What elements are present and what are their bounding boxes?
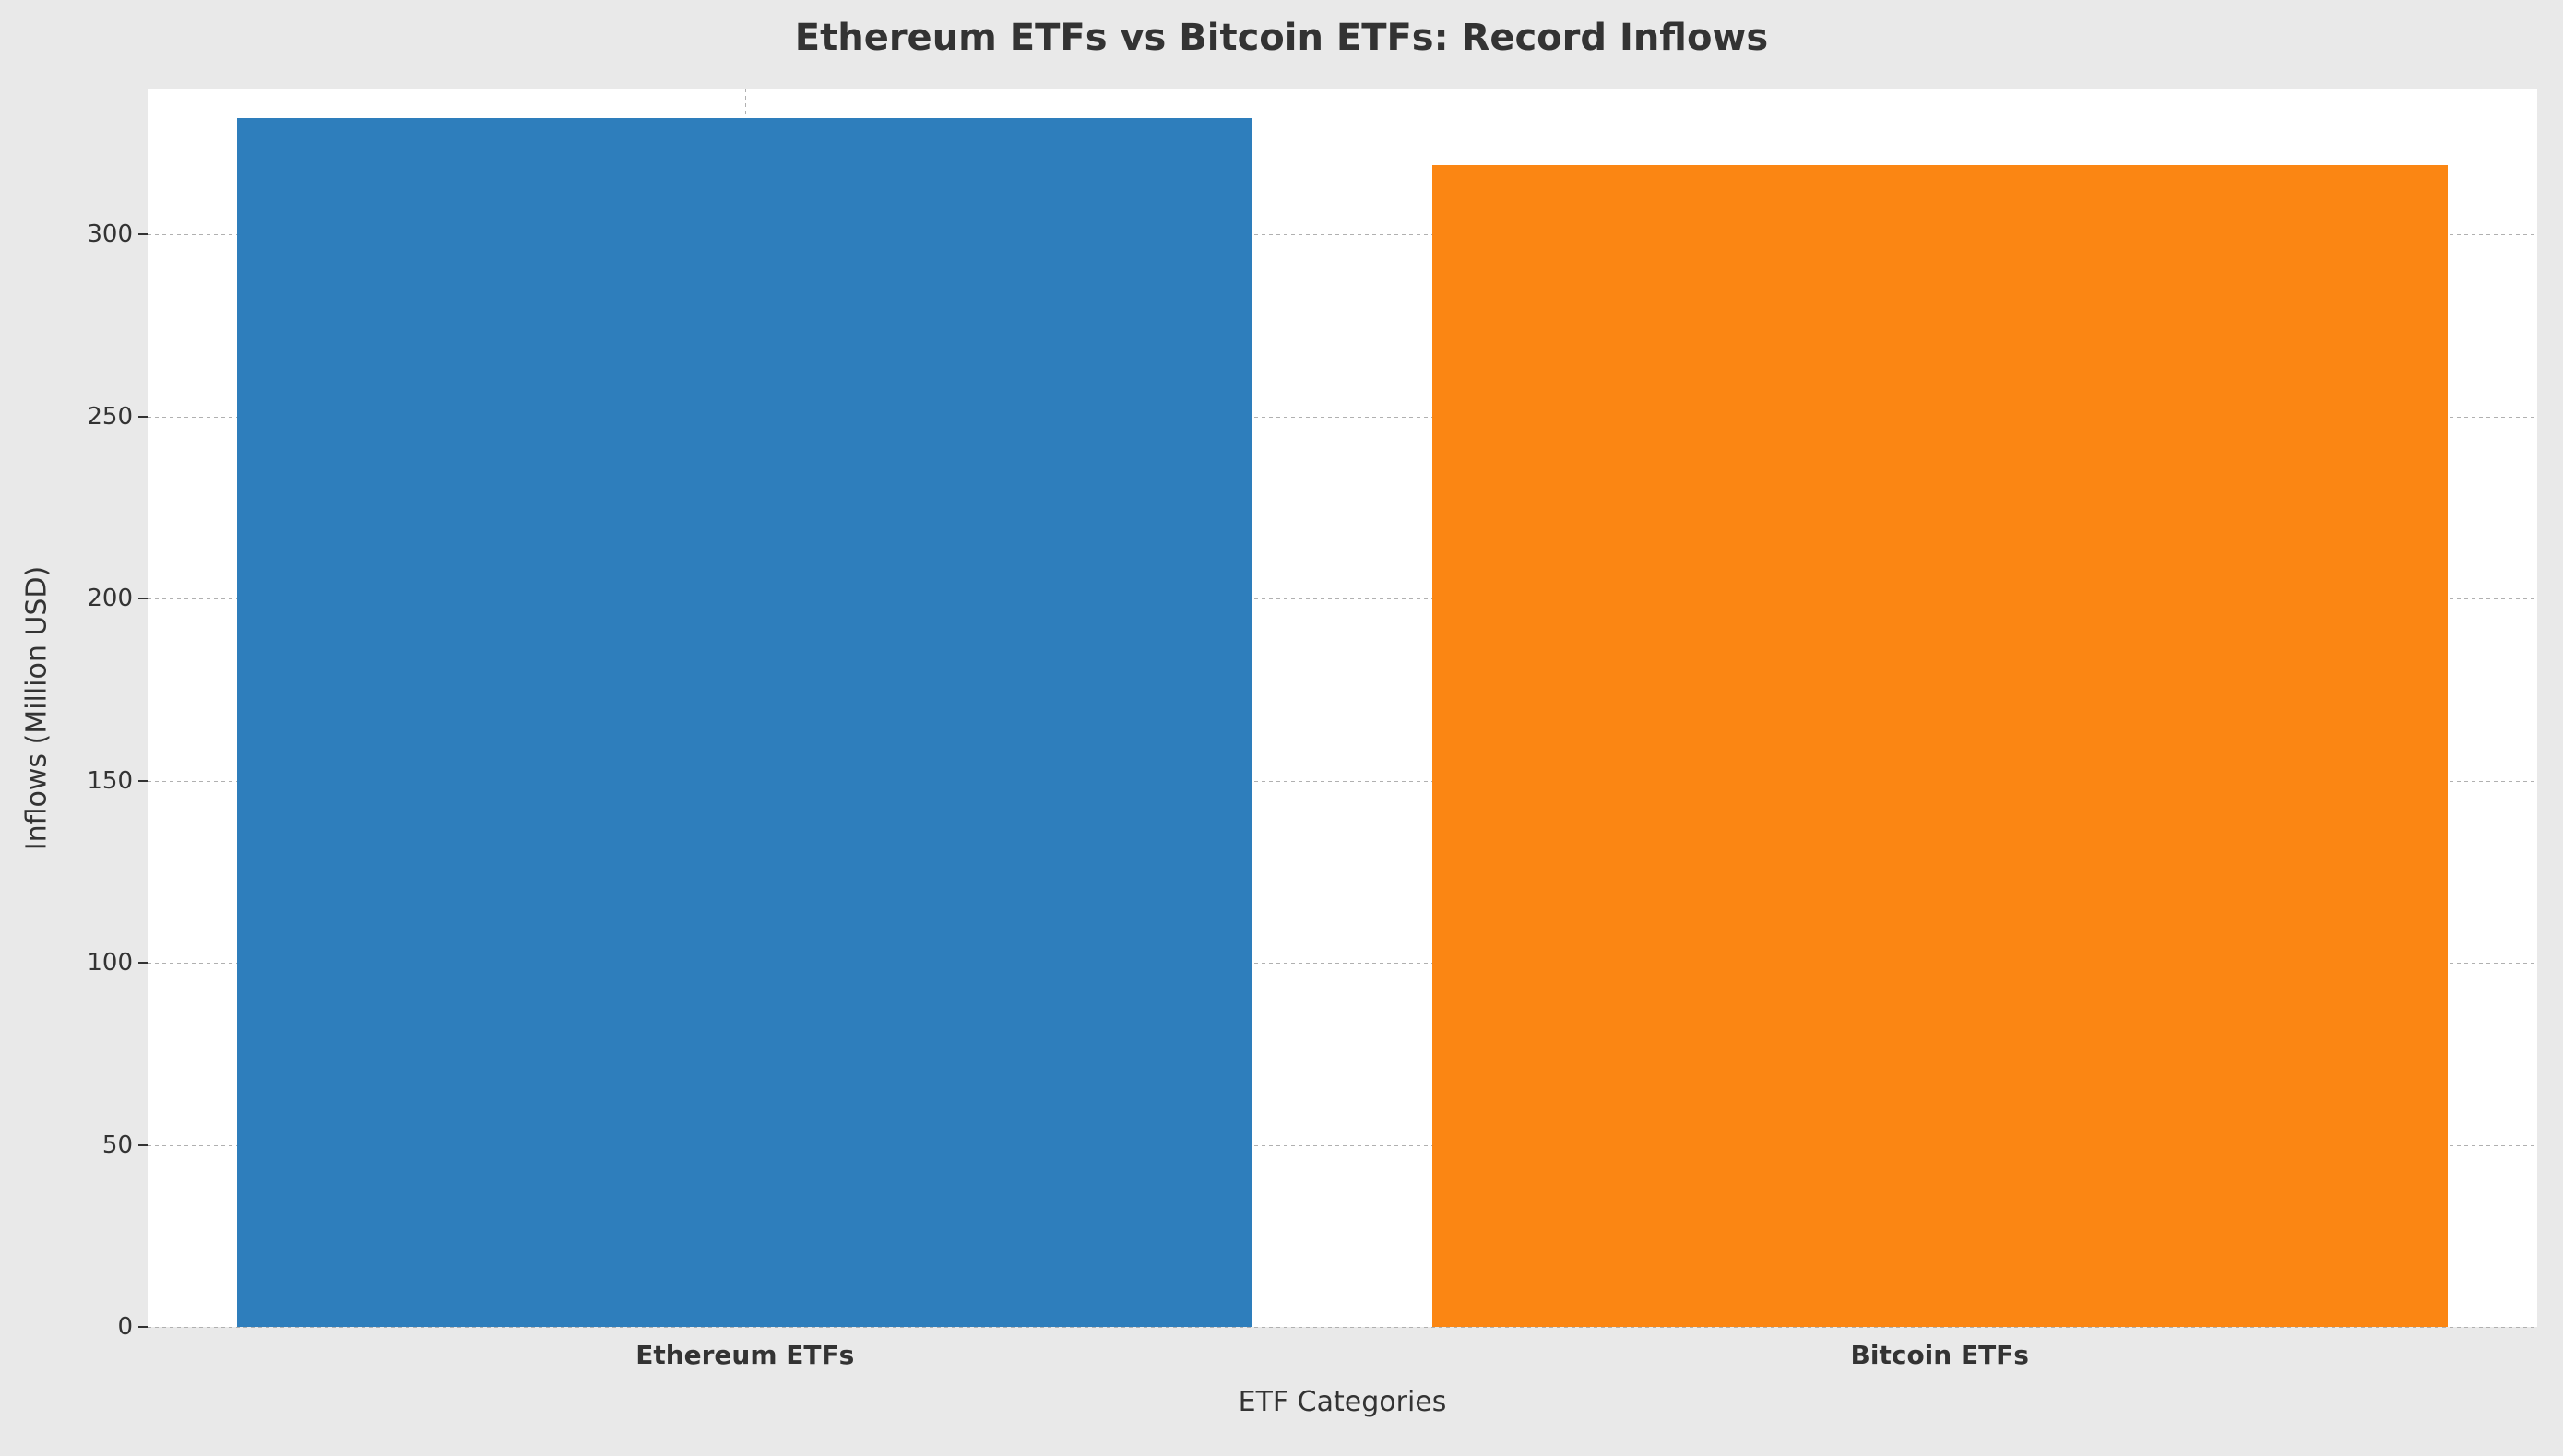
bar xyxy=(1432,165,2448,1327)
y-tick-label: 50 xyxy=(102,1131,148,1159)
y-tick-label: 100 xyxy=(87,949,148,977)
chart-title: Ethereum ETFs vs Bitcoin ETFs: Record In… xyxy=(0,17,2563,59)
y-tick-label: 250 xyxy=(87,403,148,431)
chart-figure: Ethereum ETFs vs Bitcoin ETFs: Record In… xyxy=(0,0,2563,1456)
gridline-horizontal xyxy=(148,1327,2537,1328)
bar xyxy=(237,118,1252,1327)
y-tick-label: 300 xyxy=(87,220,148,248)
x-axis-label: ETF Categories xyxy=(1239,1386,1447,1418)
y-tick-label: 0 xyxy=(117,1313,148,1341)
plot-area: 050100150200250300Ethereum ETFsBitcoin E… xyxy=(148,89,2537,1327)
x-tick-label: Bitcoin ETFs xyxy=(1851,1327,2029,1370)
y-axis-label: Inflows (Million USD) xyxy=(21,565,53,849)
y-tick-label: 200 xyxy=(87,585,148,612)
x-tick-label: Ethereum ETFs xyxy=(635,1327,854,1370)
y-tick-label: 150 xyxy=(87,767,148,795)
